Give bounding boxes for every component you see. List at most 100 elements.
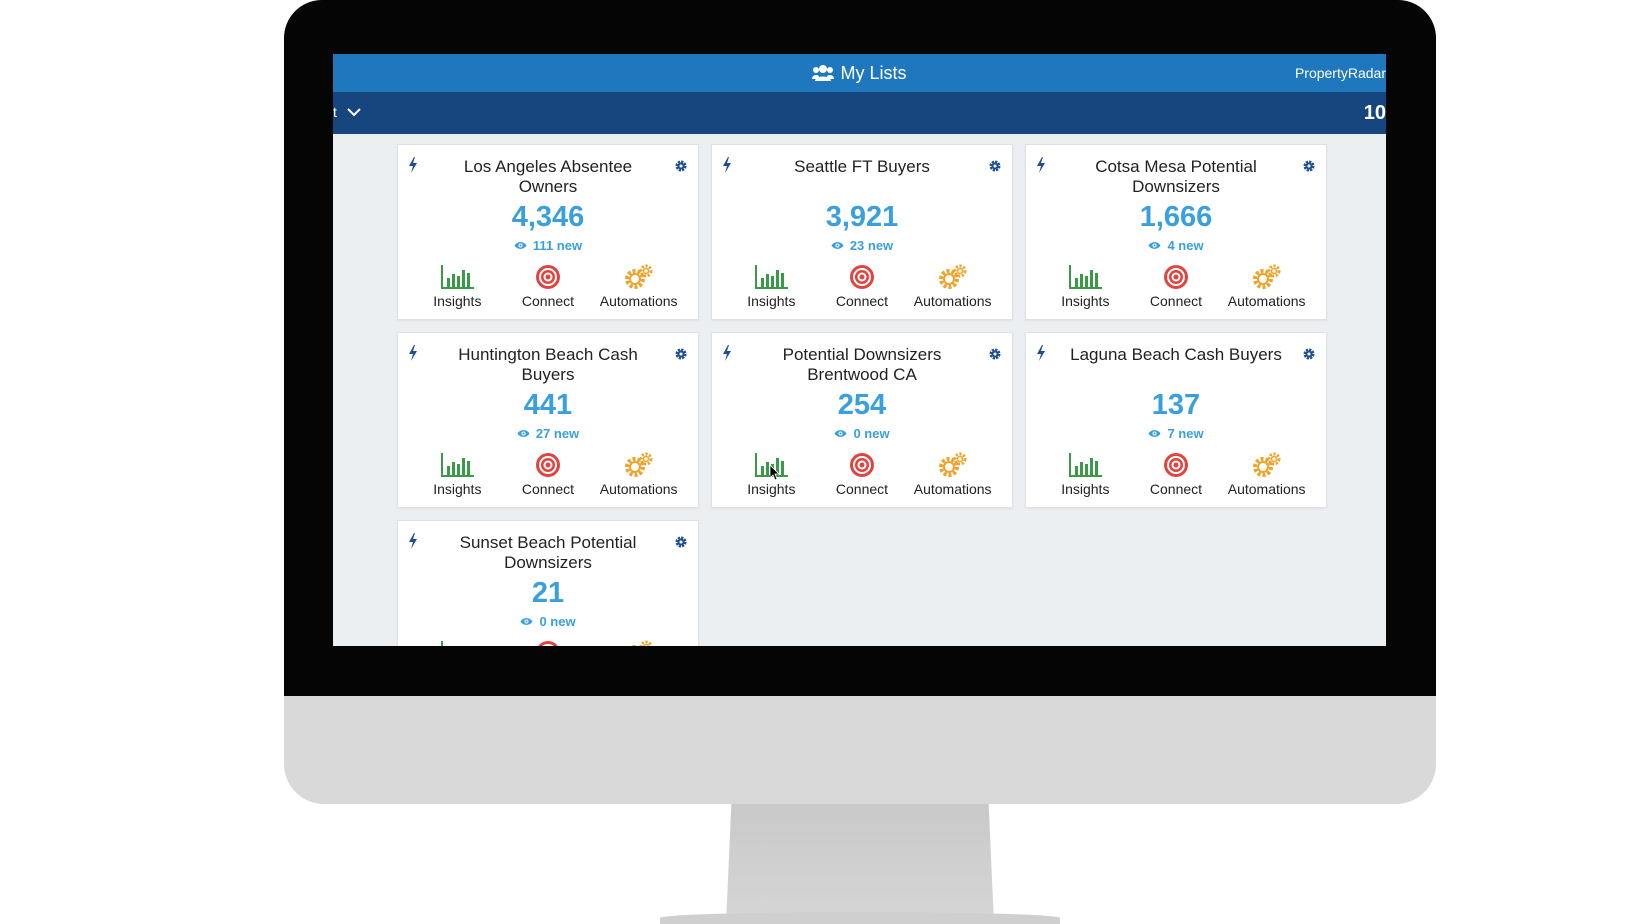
insights-label: Insights [747,293,796,309]
card-title[interactable]: Laguna Beach Cash Buyers [1070,345,1282,364]
mouse-cursor-icon [770,465,780,481]
insights-button[interactable]: Insights [412,451,503,497]
connect-label: Connect [835,293,889,309]
list-selector[interactable]: t [333,104,361,120]
bolt-icon[interactable] [722,345,732,361]
card-new-badge[interactable]: 4 new [1026,238,1326,253]
card-actions: Insights Connect [398,451,698,497]
bar-chart-icon [441,641,444,646]
card-title[interactable]: Huntington Beach Cash Buyers [458,345,638,384]
bolt-icon[interactable] [408,157,418,173]
target-icon [538,641,558,646]
connect-button[interactable]: Connect [503,263,594,309]
gear-icon[interactable] [674,535,688,549]
gear-icon[interactable] [1302,159,1316,173]
card-actions: Insights Connect [1026,263,1326,309]
connect-label: Connect [835,481,889,497]
list-card[interactable]: Sunset Beach Potential Downsizers 21 0 n… [397,520,699,646]
list-cards-grid: Los Angeles Absentee Owners 4,346 111 ne… [397,144,1332,646]
card-title[interactable]: Los Angeles Absentee Owners [463,157,633,196]
list-card[interactable]: Cotsa Mesa Potential Downsizers 1,666 4 … [1025,144,1327,320]
gear-icon[interactable] [988,347,1002,361]
automations-button[interactable]: Automations [1221,263,1312,309]
target-icon [535,265,560,289]
connect-label: Connect [1149,293,1203,309]
connect-button[interactable]: Connect [503,451,594,497]
card-new-label: 0 new [539,614,576,629]
insights-button[interactable]: Insights [726,451,817,497]
page-title: My Lists [333,54,1386,92]
bar-chart-icon [1069,453,1103,477]
connect-button[interactable]: Connect [817,263,908,309]
automations-button[interactable]: Automations [907,263,998,309]
connect-label: Connect [1149,481,1203,497]
insights-label: Insights [433,481,482,497]
list-card[interactable]: Huntington Beach Cash Buyers 441 27 new [397,332,699,508]
gear-icon[interactable] [988,159,1002,173]
brand-label[interactable]: PropertyRadar [1294,65,1386,81]
insights-button[interactable]: Insights [1040,263,1131,309]
insights-button[interactable]: Insights [1040,451,1131,497]
card-count[interactable]: 3,921 [825,201,899,233]
insights-button[interactable]: Insights [726,263,817,309]
card-title[interactable]: Potential Downsizers Brentwood CA [782,345,942,384]
target-icon [849,453,874,477]
insights-button[interactable]: Insights [412,263,503,309]
list-card[interactable]: Potential Downsizers Brentwood CA 254 0 … [711,332,1013,508]
gear-icon[interactable] [674,347,688,361]
connect-button[interactable]: Connect [503,639,594,646]
bolt-icon[interactable] [722,157,732,173]
list-card[interactable]: Los Angeles Absentee Owners 4,346 111 ne… [397,144,699,320]
bolt-icon[interactable] [408,345,418,361]
gear-icon[interactable] [674,159,688,173]
chevron-down-icon [347,108,361,117]
gears-icon [624,452,653,477]
list-card[interactable]: Seattle FT Buyers 3,921 23 new [711,144,1013,320]
target-icon [1163,453,1188,477]
card-title[interactable]: Cotsa Mesa Potential Downsizers [1095,157,1257,196]
gears-icon [630,640,653,646]
card-count[interactable]: 21 [531,577,565,609]
bolt-icon[interactable] [408,533,418,549]
automations-label: Automations [913,481,992,497]
automations-label: Automations [1227,293,1306,309]
connect-button[interactable]: Connect [1131,263,1222,309]
connect-button[interactable]: Connect [817,451,908,497]
card-count[interactable]: 254 [837,389,887,421]
gear-icon[interactable] [1302,347,1316,361]
card-count[interactable]: 1,666 [1139,201,1213,233]
bar-chart-icon [1069,265,1103,289]
bolt-icon[interactable] [1036,157,1046,173]
card-title[interactable]: Seattle FT Buyers [794,157,930,176]
card-new-badge[interactable]: 7 new [1026,426,1326,441]
gears-icon [938,264,967,289]
page-title-text: My Lists [840,62,907,83]
automations-button[interactable]: Automations [593,451,684,497]
automations-button[interactable]: Automations [593,263,684,309]
card-new-badge[interactable]: 23 new [712,238,1012,253]
automations-button[interactable]: Automations [593,639,684,646]
automations-button[interactable]: Automations [1221,451,1312,497]
bolt-icon[interactable] [1036,345,1046,361]
card-count[interactable]: 441 [523,389,573,421]
card-new-label: 4 new [1167,238,1204,253]
automations-label: Automations [1227,481,1306,497]
automations-button[interactable]: Automations [907,451,998,497]
list-card[interactable]: Laguna Beach Cash Buyers 137 7 new [1025,332,1327,508]
target-icon [849,265,874,289]
list-selector-label: t [333,104,337,120]
app-screen: My Lists PropertyRadar t 10 Los A [333,54,1386,646]
card-actions: Insights Connect [1026,451,1326,497]
card-title[interactable]: Sunset Beach Potential Downsizers [459,533,637,572]
card-new-badge[interactable]: 0 new [398,614,698,629]
card-count[interactable]: 137 [1151,389,1201,421]
list-count: 10 [1363,102,1386,124]
card-new-badge[interactable]: 111 new [398,238,698,253]
card-new-badge[interactable]: 0 new [712,426,1012,441]
connect-button[interactable]: Connect [1131,451,1222,497]
card-new-label: 23 new [849,238,894,253]
card-new-badge[interactable]: 27 new [398,426,698,441]
insights-button[interactable]: Insights [412,639,503,646]
eye-icon [514,242,527,249]
card-count[interactable]: 4,346 [511,201,585,233]
